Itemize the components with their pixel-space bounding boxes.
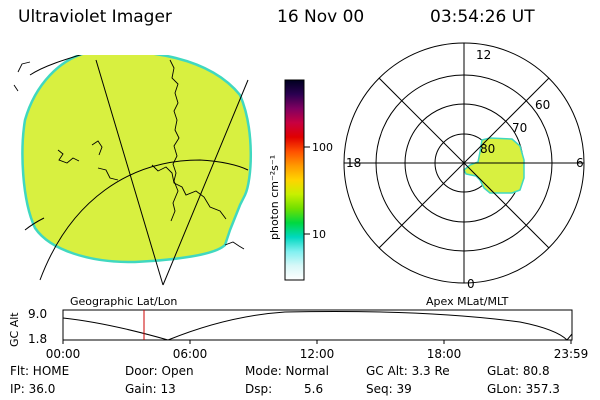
- mlt-label-6: 6: [576, 156, 584, 170]
- mlt-label-18: 18: [346, 156, 361, 170]
- altitude-xtick-label: 12:00: [300, 347, 335, 361]
- polar-panel: 12 18 6 0 60 70 80: [343, 42, 585, 291]
- coastline: [169, 59, 180, 222]
- polar-image-patch: [463, 137, 525, 194]
- status-flight: Flt: HOME: [10, 364, 70, 378]
- lat-label-70: 70: [512, 121, 527, 135]
- colorbar-unit-label: photon cm⁻²s⁻¹: [268, 155, 281, 240]
- polar-axis-diagonal: [378, 77, 550, 249]
- altitude-xtick-label: 06:00: [173, 347, 208, 361]
- altitude-ytick-max: 9.0: [28, 307, 47, 321]
- altitude-xtick-label: 18:00: [427, 347, 462, 361]
- altitude-plot-frame: [62, 309, 573, 341]
- latitude-circle: [24, 217, 45, 231]
- altitude-curve: [62, 310, 573, 341]
- status-gain: Gain: 13: [125, 382, 176, 396]
- status-mode: Mode: Normal: [245, 364, 329, 378]
- coastline: [151, 164, 227, 220]
- altitude-xtick-label: 23:59: [554, 347, 589, 361]
- coastline: [13, 61, 31, 92]
- instrument-title: Ultraviolet Imager: [18, 7, 172, 27]
- altitude-ylabel: GC Alt: [8, 312, 21, 347]
- colorbar-tick-label: 10: [312, 228, 326, 241]
- status-gc-alt: GC Alt: 3.3 Re: [366, 364, 450, 378]
- status-glat: GLat: 80.8: [487, 364, 550, 378]
- lat-label-60: 60: [535, 98, 550, 112]
- status-seq: Seq: 39: [366, 382, 412, 396]
- meridian-line: [162, 79, 249, 286]
- time-label: 03:54:26 UT: [430, 7, 535, 27]
- polar-panel-caption: Apex MLat/MLT: [426, 295, 509, 308]
- status-dsp-label: Dsp:: [245, 382, 273, 396]
- latitude-circle: [39, 159, 249, 281]
- coastline: [29, 55, 82, 76]
- status-ip: IP: 36.0: [10, 382, 56, 396]
- geographic-panel: [13, 55, 253, 286]
- status-door: Door: Open: [125, 364, 194, 378]
- altitude-plot: 9.0 1.8 GC Alt 00:00 06:00 12:00 18:00 2…: [8, 307, 588, 361]
- meridian-line: [95, 59, 164, 286]
- colorbar-scale: [284, 79, 305, 281]
- mlt-label-12: 12: [476, 48, 491, 62]
- mlt-label-0: 0: [467, 277, 475, 291]
- colorbar-tick-label: 100: [312, 141, 333, 154]
- colorbar: 100 10 photon cm⁻²s⁻¹: [268, 79, 333, 281]
- altitude-ytick-min: 1.8: [28, 332, 47, 346]
- coastline: [224, 241, 245, 250]
- status-dsp-value: 5.6: [304, 382, 324, 396]
- altitude-xtick-label: 00:00: [46, 347, 81, 361]
- lat-label-80: 80: [480, 142, 495, 156]
- status-glon: GLon: 357.3: [487, 382, 560, 396]
- date-label: 16 Nov 00: [277, 7, 365, 27]
- coastline: [57, 140, 119, 181]
- geo-panel-caption: Geographic Lat/Lon: [70, 295, 178, 308]
